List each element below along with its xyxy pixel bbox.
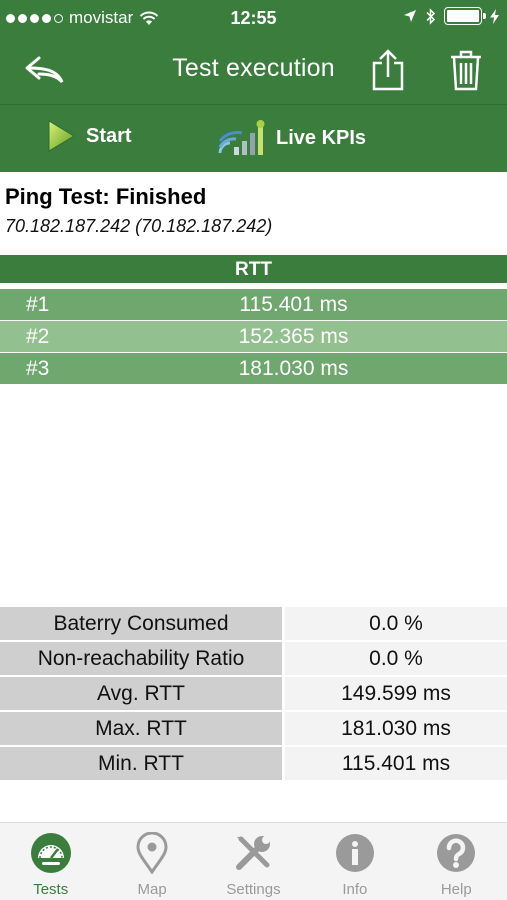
status-left: movistar bbox=[6, 8, 159, 28]
live-kpis-button[interactable]: Live KPIs bbox=[216, 119, 366, 157]
navigation-bar: Test execution bbox=[0, 36, 507, 104]
stat-label: Max. RTT bbox=[0, 712, 282, 745]
top-bar: movistar 12:55 bbox=[0, 0, 507, 172]
stat-value: 0.0 % bbox=[285, 642, 507, 675]
rtt-table-header: RTT bbox=[0, 255, 507, 285]
rtt-value: 181.030 ms bbox=[238, 357, 349, 380]
stat-value: 115.401 ms bbox=[285, 747, 507, 780]
rtt-value: 115.401 ms bbox=[239, 293, 348, 316]
tab-map[interactable]: Map bbox=[101, 823, 202, 900]
statistics-table: Baterry Consumed 0.0 % Non-reachability … bbox=[0, 607, 507, 782]
rtt-index: #2 bbox=[26, 325, 50, 348]
table-row: Min. RTT 115.401 ms bbox=[0, 747, 507, 780]
start-label: Start bbox=[86, 124, 132, 147]
rtt-value: 152.365 ms bbox=[238, 325, 349, 348]
table-row: Avg. RTT 149.599 ms bbox=[0, 677, 507, 710]
status-bar: movistar 12:55 bbox=[0, 0, 507, 36]
stat-value: 0.0 % bbox=[285, 607, 507, 640]
tab-label: Settings bbox=[226, 881, 281, 898]
trash-icon bbox=[451, 50, 481, 91]
delete-button[interactable] bbox=[444, 48, 488, 92]
carrier-name: movistar bbox=[69, 8, 134, 27]
location-arrow-icon bbox=[404, 10, 416, 22]
table-row: Non-reachability Ratio 0.0 % bbox=[0, 642, 507, 675]
table-row: #1 115.401 ms bbox=[0, 289, 507, 320]
rtt-index: #3 bbox=[26, 357, 50, 380]
table-row: Max. RTT 181.030 ms bbox=[0, 712, 507, 745]
tab-label: Info bbox=[342, 881, 368, 898]
back-button[interactable] bbox=[22, 48, 66, 92]
share-icon bbox=[372, 49, 404, 91]
stat-label: Non-reachability Ratio bbox=[0, 642, 282, 675]
tab-label: Tests bbox=[33, 881, 69, 898]
rtt-index: #1 bbox=[26, 293, 50, 316]
page-title: Test execution bbox=[172, 54, 335, 82]
stat-value: 149.599 ms bbox=[285, 677, 507, 710]
live-kpis-label: Live KPIs bbox=[276, 126, 367, 149]
tab-help[interactable]: Help bbox=[406, 823, 507, 900]
tab-info[interactable]: Info bbox=[304, 823, 405, 900]
table-row: #2 152.365 ms bbox=[0, 321, 507, 352]
battery-icon bbox=[444, 7, 486, 25]
share-button[interactable] bbox=[366, 48, 410, 92]
action-toolbar: Start Live KPIs bbox=[0, 104, 507, 172]
stat-label: Baterry Consumed bbox=[0, 607, 282, 640]
tab-label: Help bbox=[440, 881, 472, 898]
tab-tests[interactable]: Tests bbox=[0, 823, 101, 900]
tab-bar: Tests Map Settings bbox=[0, 822, 507, 900]
status-time: 12:55 bbox=[230, 8, 277, 28]
stat-value: 181.030 ms bbox=[285, 712, 507, 745]
info-icon bbox=[333, 831, 377, 875]
charging-bolt-icon bbox=[490, 8, 499, 24]
map-pin-icon bbox=[130, 831, 174, 875]
play-icon bbox=[48, 120, 75, 152]
stat-label: Avg. RTT bbox=[0, 677, 282, 710]
table-row: Baterry Consumed 0.0 % bbox=[0, 607, 507, 640]
status-right bbox=[403, 7, 499, 25]
bluetooth-icon bbox=[426, 7, 436, 25]
test-target-address: 70.182.187.242 (70.182.187.242) bbox=[5, 216, 273, 236]
stat-label: Min. RTT bbox=[0, 747, 282, 780]
tab-label: Map bbox=[137, 881, 167, 898]
wifi-icon bbox=[140, 11, 159, 25]
table-row: #3 181.030 ms bbox=[0, 353, 507, 384]
back-arrow-icon bbox=[25, 56, 64, 84]
tab-settings[interactable]: Settings bbox=[203, 823, 304, 900]
rtt-table: #1 115.401 ms #2 152.365 ms #3 181.030 m… bbox=[0, 289, 507, 385]
test-status-title: Ping Test: Finished bbox=[5, 184, 207, 209]
signal-strength-icon bbox=[6, 13, 63, 23]
start-button[interactable]: Start bbox=[46, 119, 132, 153]
speedometer-icon bbox=[29, 831, 73, 875]
help-icon bbox=[434, 831, 478, 875]
signal-antenna-icon bbox=[218, 120, 265, 155]
tools-icon bbox=[231, 831, 275, 875]
